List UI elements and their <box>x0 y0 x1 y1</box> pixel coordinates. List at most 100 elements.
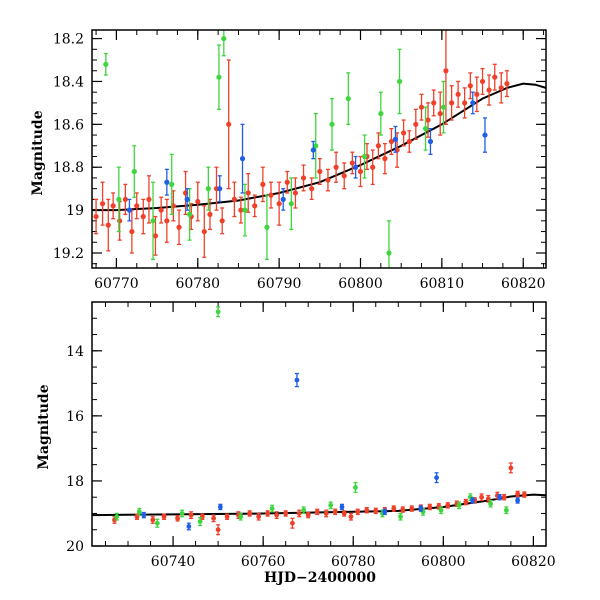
data-point-red <box>437 91 443 136</box>
y-tick-label: 18 <box>66 474 84 490</box>
data-point-blue <box>497 493 503 501</box>
data-point-red <box>247 510 253 517</box>
data-point-red <box>391 505 397 512</box>
data-point-blue <box>126 198 133 222</box>
data-point-red <box>117 200 123 241</box>
data-point-green <box>269 504 275 513</box>
x-tick-label: 60800 <box>421 554 466 570</box>
data-point-red <box>357 155 364 188</box>
top-x-tick-labels: 60770 60780 60790 60800 60810 60820 <box>94 276 545 292</box>
data-point-red <box>300 164 307 192</box>
data-point-red <box>231 181 237 218</box>
data-point-blue <box>186 522 192 531</box>
data-point-red <box>150 516 156 524</box>
data-point-red <box>314 508 320 516</box>
data-point-green <box>187 188 193 241</box>
top-data-points <box>93 30 510 268</box>
data-point-green <box>215 306 221 318</box>
data-point-red <box>425 102 431 138</box>
data-point-green <box>396 48 403 115</box>
data-point-green <box>154 518 160 528</box>
data-point-red <box>427 503 433 511</box>
data-point-blue <box>392 125 399 153</box>
data-point-red <box>176 209 182 246</box>
data-point-red <box>479 493 484 502</box>
y-tick-label: 16 <box>66 409 84 425</box>
data-point-red <box>332 508 338 516</box>
bottom-panel: 60740 60760 60780 60800 60820 14 16 18 20 Magni… <box>36 301 556 586</box>
data-point-red <box>238 196 244 224</box>
data-point-red <box>382 142 388 175</box>
data-point-blue <box>353 155 359 179</box>
model-curve-line <box>92 82 546 212</box>
data-point-red <box>388 127 395 156</box>
data-point-blue <box>482 117 488 153</box>
data-point-red <box>341 510 347 517</box>
x-tick-label: 60770 <box>94 276 139 292</box>
data-point-red <box>515 490 521 498</box>
data-point-red <box>492 63 498 91</box>
data-point-red <box>161 513 167 520</box>
data-point-red <box>413 108 419 141</box>
data-point-red <box>284 170 290 194</box>
data-point-green <box>114 512 120 521</box>
data-point-red <box>521 491 527 498</box>
data-point-green <box>378 91 384 136</box>
data-point-red <box>283 510 289 517</box>
data-point-red <box>498 72 504 104</box>
data-point-red <box>474 76 480 113</box>
data-point-green <box>216 44 222 110</box>
data-point-red <box>105 198 111 252</box>
data-point-red <box>252 194 258 218</box>
data-point-red <box>256 512 262 521</box>
data-point-red <box>296 509 302 518</box>
x-tick-label: 60820 <box>511 554 556 570</box>
data-point-blue <box>217 175 223 203</box>
data-point-red <box>349 151 355 175</box>
data-point-red <box>274 511 280 519</box>
data-point-blue <box>141 511 147 519</box>
data-point-red <box>260 166 266 203</box>
y-tick-label: 18.2 <box>53 32 84 48</box>
data-point-red <box>406 130 412 153</box>
top-plot-frame <box>91 29 547 269</box>
data-point-blue <box>184 188 190 211</box>
data-point-red <box>486 74 492 106</box>
y-tick-label: 18.4 <box>53 74 84 90</box>
data-point-red <box>455 80 461 108</box>
data-point-red <box>401 119 407 147</box>
data-point-red <box>409 505 415 512</box>
data-point-green <box>329 97 335 151</box>
data-point-green <box>328 501 334 510</box>
x-tick-label: 60760 <box>241 554 286 570</box>
data-point-red <box>467 72 473 100</box>
data-point-green <box>353 481 358 493</box>
data-point-green <box>136 507 142 516</box>
data-point-green <box>169 153 175 216</box>
data-point-red <box>501 493 507 501</box>
data-point-green <box>488 499 494 508</box>
data-point-red <box>195 181 201 222</box>
data-point-red <box>325 168 331 192</box>
data-point-green <box>345 72 351 125</box>
y-tick-label: 18.8 <box>53 160 84 176</box>
data-point-red <box>364 506 370 514</box>
data-point-red <box>201 205 207 258</box>
data-point-red <box>219 207 225 235</box>
data-point-green <box>398 512 403 521</box>
data-point-red <box>373 507 379 515</box>
data-point-red <box>268 181 274 209</box>
data-point-red <box>508 462 514 474</box>
top-y-tick-labels: 18.2 18.4 18.6 18.8 19 19.2 <box>53 32 84 262</box>
y-tick-label: 19 <box>66 203 84 219</box>
data-point-blue <box>239 123 246 194</box>
data-point-red <box>146 175 152 224</box>
data-point-green <box>221 30 227 57</box>
x-tick-label: 60810 <box>420 276 465 292</box>
data-point-red <box>215 524 221 536</box>
y-tick-label: 19.2 <box>53 246 84 262</box>
data-point-blue <box>164 168 170 196</box>
data-point-blue <box>294 372 300 388</box>
data-point-red <box>290 517 295 529</box>
data-point-green <box>440 80 447 134</box>
